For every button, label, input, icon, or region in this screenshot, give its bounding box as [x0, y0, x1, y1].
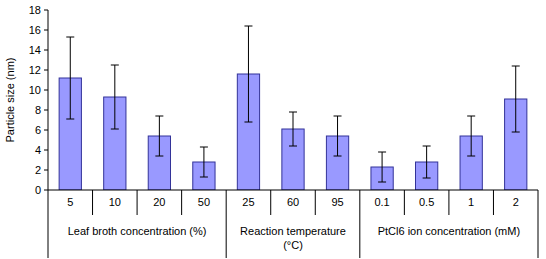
group-divider — [48, 190, 49, 258]
error-cap — [200, 177, 208, 178]
group-divider — [359, 190, 360, 258]
group-label-line: Leaf broth concentration (%) — [68, 225, 207, 237]
x-tick-label: 25 — [242, 196, 254, 208]
y-tick — [44, 190, 48, 191]
group-label-line: (°C) — [283, 239, 303, 251]
error-stem — [426, 146, 427, 178]
category-divider — [92, 190, 93, 215]
plot-area — [59, 26, 527, 190]
category-divider — [404, 190, 405, 215]
error-bar — [423, 146, 431, 178]
error-cap — [378, 182, 386, 183]
category-divider — [448, 190, 449, 215]
error-cap — [467, 116, 475, 117]
group-label: Reaction temperature (°C) — [240, 225, 346, 251]
y-tick — [44, 90, 48, 91]
x-tick-label: 95 — [331, 196, 343, 208]
y-tick-label: 4 — [35, 144, 41, 156]
error-bar — [200, 147, 208, 177]
error-cap — [512, 66, 520, 67]
error-cap — [244, 26, 252, 27]
error-stem — [70, 37, 71, 119]
error-stem — [159, 116, 160, 156]
group-label: PtCl6 ion concentration (mM) — [378, 225, 520, 237]
y-tick-label: 6 — [35, 124, 41, 136]
error-bar — [244, 26, 252, 122]
y-tick — [44, 150, 48, 151]
error-bar — [512, 66, 520, 132]
chart: 024681012141618Particle size (nm)5102050… — [0, 0, 546, 259]
error-bar — [111, 65, 119, 129]
error-cap — [289, 112, 297, 113]
x-tick-label: 1 — [468, 196, 474, 208]
error-cap — [378, 152, 386, 153]
y-tick — [44, 50, 48, 51]
category-divider — [181, 190, 182, 215]
error-cap — [200, 147, 208, 148]
error-cap — [289, 146, 297, 147]
error-cap — [66, 119, 74, 120]
y-axis-label: Particle size (nm) — [4, 58, 16, 143]
group-label: Leaf broth concentration (%) — [68, 225, 207, 237]
error-cap — [512, 132, 520, 133]
x-tick-label: 0.1 — [374, 196, 389, 208]
error-cap — [155, 156, 163, 157]
x-axis — [48, 190, 538, 191]
error-stem — [114, 65, 115, 129]
y-tick-label: 8 — [35, 104, 41, 116]
group-label-line: PtCl6 ion concentration (mM) — [378, 225, 520, 237]
x-tick-label: 10 — [109, 196, 121, 208]
y-tick-label: 14 — [29, 44, 41, 56]
error-cap — [467, 156, 475, 157]
y-axis — [48, 10, 49, 190]
error-bar — [155, 116, 163, 156]
error-cap — [423, 146, 431, 147]
y-tick-label: 2 — [35, 164, 41, 176]
error-cap — [111, 65, 119, 66]
error-bar — [334, 116, 342, 156]
error-stem — [382, 152, 383, 182]
error-stem — [293, 112, 294, 146]
error-cap — [155, 116, 163, 117]
y-tick — [44, 110, 48, 111]
x-tick-label: 2 — [513, 196, 519, 208]
y-tick-label: 10 — [29, 84, 41, 96]
error-stem — [337, 116, 338, 156]
x-tick-label: 50 — [198, 196, 210, 208]
error-bar — [66, 37, 74, 119]
error-cap — [244, 122, 252, 123]
y-tick-label: 18 — [29, 4, 41, 16]
group-divider — [226, 190, 227, 258]
y-tick — [44, 10, 48, 11]
x-tick-label: 60 — [287, 196, 299, 208]
category-divider — [270, 190, 271, 215]
group-label-line: Reaction temperature — [240, 225, 346, 237]
error-cap — [111, 129, 119, 130]
error-cap — [334, 156, 342, 157]
group-divider — [538, 190, 539, 258]
y-tick-label: 0 — [35, 184, 41, 196]
y-tick-label: 12 — [29, 64, 41, 76]
error-stem — [471, 116, 472, 156]
error-bar — [378, 152, 386, 182]
error-bar — [289, 112, 297, 146]
y-tick — [44, 30, 48, 31]
error-stem — [515, 66, 516, 132]
error-cap — [423, 178, 431, 179]
y-tick-label: 16 — [29, 24, 41, 36]
y-tick — [44, 170, 48, 171]
error-cap — [66, 37, 74, 38]
x-tick-label: 20 — [153, 196, 165, 208]
error-stem — [248, 26, 249, 122]
error-cap — [334, 116, 342, 117]
category-divider — [137, 190, 138, 215]
x-tick-label: 5 — [67, 196, 73, 208]
y-tick — [44, 130, 48, 131]
category-divider — [315, 190, 316, 215]
y-tick — [44, 70, 48, 71]
category-divider — [493, 190, 494, 215]
error-bar — [467, 116, 475, 156]
error-stem — [203, 147, 204, 177]
x-tick-label: 0.5 — [419, 196, 434, 208]
